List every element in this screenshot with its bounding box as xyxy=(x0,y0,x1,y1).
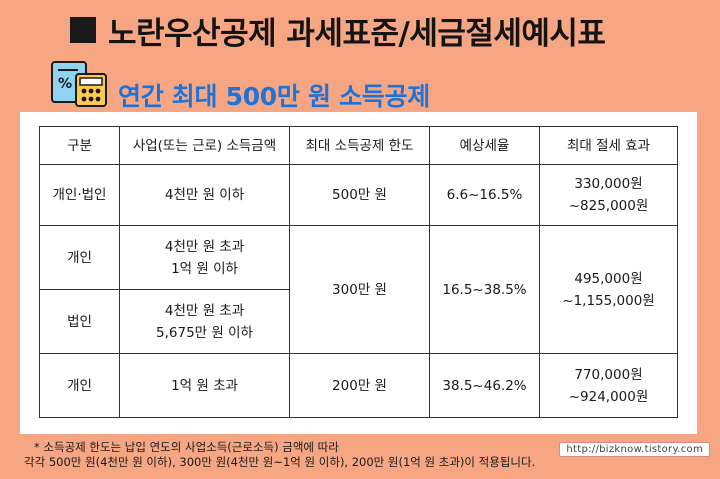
header-limit: 최대 소득공제 한도 xyxy=(289,126,430,165)
cell-saving: 495,000원 ~1,155,000원 xyxy=(539,225,678,354)
cell-limit: 300만 원 xyxy=(289,225,430,354)
footnote: * 소득공제 한도는 납입 연도의 사업소득(근로소득) 금액에 따라 각각 5… xyxy=(24,440,535,470)
tax-table-panel: 구분 사업(또는 근로) 소득금액 최대 소득공제 한도 예상세율 최대 절세 … xyxy=(20,112,697,434)
cell-type: 개인 xyxy=(39,353,120,418)
cell-saving: 770,000원 ~924,000원 xyxy=(539,353,678,418)
cell-saving: 330,000원 ~825,000원 xyxy=(539,164,678,226)
footnote-line-1: * 소득공제 한도는 납입 연도의 사업소득(근로소득) 금액에 따라 xyxy=(34,440,339,454)
svg-text:%: % xyxy=(58,76,72,92)
header-rate: 예상세율 xyxy=(429,126,540,165)
table-row: 개인·법인 4천만 원 이하 500만 원 6.6~16.5% 330,000원… xyxy=(39,164,678,226)
cell-limit: 200만 원 xyxy=(289,353,430,418)
cell-rate: 6.6~16.5% xyxy=(429,164,540,226)
cell-type: 법인 xyxy=(39,289,120,354)
cell-type: 개인 xyxy=(39,225,120,290)
table-row: 개인 4천만 원 초과 1억 원 이하 300만 원 16.5~38.5% 495… xyxy=(39,225,678,354)
page-title-text: 노란우산공제 과세표준/세금절세예시표 xyxy=(108,15,606,52)
tax-saving-table: 구분 사업(또는 근로) 소득금액 최대 소득공제 한도 예상세율 최대 절세 … xyxy=(39,126,678,418)
page-title: 노란우산공제 과세표준/세금절세예시표 xyxy=(70,8,606,52)
calculator-percent-icon: % xyxy=(51,61,107,107)
header-type: 구분 xyxy=(39,126,120,165)
cell-income: 4천만 원 초과 5,675만 원 이하 xyxy=(119,289,290,354)
cell-rate: 38.5~46.2% xyxy=(429,353,540,418)
cell-type: 개인·법인 xyxy=(39,164,120,226)
table-row: 개인 1억 원 초과 200만 원 38.5~46.2% 770,000원 ~92… xyxy=(39,353,678,418)
cell-limit: 500만 원 xyxy=(289,164,430,226)
cell-income: 4천만 원 초과 1억 원 이하 xyxy=(119,225,290,290)
square-bullet-icon xyxy=(70,17,96,43)
header-income: 사업(또는 근로) 소득금액 xyxy=(119,126,290,165)
header-saving: 최대 절세 효과 xyxy=(539,126,678,165)
cell-rate: 16.5~38.5% xyxy=(429,225,540,354)
cell-income: 4천만 원 이하 xyxy=(119,164,290,226)
table-header-row: 구분 사업(또는 근로) 소득금액 최대 소득공제 한도 예상세율 최대 절세 … xyxy=(39,126,678,165)
source-url-badge[interactable]: http://bizknow.tistory.com xyxy=(559,442,710,457)
cell-income: 1억 원 초과 xyxy=(119,353,290,418)
footnote-line-2: 각각 500만 원(4천만 원 이하), 300만 원(4천만 원~1억 원 이… xyxy=(24,455,536,469)
subtitle: 연간 최대 500만 원 소득공제 xyxy=(118,82,430,111)
